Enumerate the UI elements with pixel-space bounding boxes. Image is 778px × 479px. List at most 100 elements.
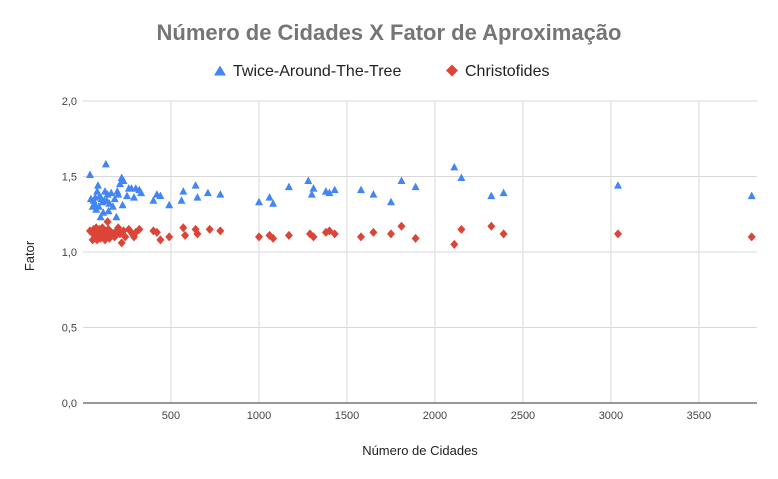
y-axis-ticks: 0,0 0,5 1,0 1,5 2,0 xyxy=(62,96,77,410)
data-point-twice-around-the-tree[interactable] xyxy=(614,181,622,189)
data-point-twice-around-the-tree[interactable] xyxy=(284,182,293,191)
data-point-twice-around-the-tree[interactable] xyxy=(101,159,110,168)
data-point-christofides[interactable] xyxy=(487,221,496,231)
y-tick-label: 1,5 xyxy=(62,172,77,184)
data-point-christofides[interactable] xyxy=(179,223,188,233)
data-point-christofides[interactable] xyxy=(156,235,165,245)
data-point-christofides[interactable] xyxy=(309,232,318,242)
legend-marker-twice-around-the-tree xyxy=(214,65,226,76)
data-point-christofides[interactable] xyxy=(117,238,126,248)
data-point-twice-around-the-tree[interactable] xyxy=(325,188,334,197)
gridlines xyxy=(83,100,757,404)
data-point-christofides[interactable] xyxy=(284,230,293,240)
data-point-christofides[interactable] xyxy=(747,232,756,242)
series-twice-around-the-tree xyxy=(86,159,756,221)
data-point-christofides[interactable] xyxy=(205,224,214,234)
data-point-christofides[interactable] xyxy=(397,221,406,231)
legend: Twice-Around-The-Tree Christofides xyxy=(214,63,549,80)
data-point-twice-around-the-tree[interactable] xyxy=(123,191,131,200)
data-point-twice-around-the-tree[interactable] xyxy=(94,202,103,210)
data-point-twice-around-the-tree[interactable] xyxy=(304,176,313,185)
x-axis-label: Número de Cidades xyxy=(362,443,478,458)
data-point-twice-around-the-tree[interactable] xyxy=(269,199,278,207)
data-point-christofides[interactable] xyxy=(152,227,161,237)
data-point-christofides[interactable] xyxy=(255,232,263,242)
x-tick-label: 2500 xyxy=(511,410,535,422)
data-point-twice-around-the-tree[interactable] xyxy=(96,212,105,221)
data-point-christofides[interactable] xyxy=(330,229,339,239)
chart-title: Número de Cidades X Fator de Aproximação xyxy=(157,20,622,45)
data-point-christofides[interactable] xyxy=(121,232,130,242)
data-point-twice-around-the-tree[interactable] xyxy=(130,193,138,201)
data-point-christofides[interactable] xyxy=(216,226,225,236)
data-point-christofides[interactable] xyxy=(614,229,622,239)
data-point-twice-around-the-tree[interactable] xyxy=(110,194,119,203)
data-point-christofides[interactable] xyxy=(369,227,378,237)
data-point-twice-around-the-tree[interactable] xyxy=(114,190,123,198)
plot-area xyxy=(86,159,756,249)
data-point-twice-around-the-tree[interactable] xyxy=(112,212,121,221)
data-point-twice-around-the-tree[interactable] xyxy=(330,185,339,194)
data-point-twice-around-the-tree[interactable] xyxy=(499,188,508,197)
data-point-twice-around-the-tree[interactable] xyxy=(357,185,365,194)
data-point-twice-around-the-tree[interactable] xyxy=(307,190,316,198)
data-point-christofides[interactable] xyxy=(411,233,420,243)
data-point-twice-around-the-tree[interactable] xyxy=(450,162,459,171)
legend-marker-christofides xyxy=(446,64,458,77)
data-point-twice-around-the-tree[interactable] xyxy=(156,191,165,200)
x-tick-label: 3500 xyxy=(687,410,711,422)
data-point-twice-around-the-tree[interactable] xyxy=(165,200,174,209)
data-point-twice-around-the-tree[interactable] xyxy=(191,181,200,189)
data-point-twice-around-the-tree[interactable] xyxy=(179,187,188,195)
y-tick-label: 0,0 xyxy=(62,398,77,410)
data-point-twice-around-the-tree[interactable] xyxy=(119,176,128,185)
data-point-twice-around-the-tree[interactable] xyxy=(104,206,113,215)
x-tick-label: 500 xyxy=(162,410,180,422)
data-point-twice-around-the-tree[interactable] xyxy=(216,190,225,198)
data-point-twice-around-the-tree[interactable] xyxy=(149,196,158,204)
data-point-twice-around-the-tree[interactable] xyxy=(90,199,99,207)
data-point-twice-around-the-tree[interactable] xyxy=(86,170,94,179)
data-point-christofides[interactable] xyxy=(165,232,174,242)
legend-label-christofides: Christofides xyxy=(465,63,549,80)
data-point-christofides[interactable] xyxy=(103,217,112,227)
data-point-twice-around-the-tree[interactable] xyxy=(487,191,496,200)
data-point-twice-around-the-tree[interactable] xyxy=(411,182,420,191)
data-point-twice-around-the-tree[interactable] xyxy=(309,184,318,192)
legend-item-christofides[interactable]: Christofides xyxy=(446,63,549,80)
x-tick-label: 1000 xyxy=(247,410,271,422)
y-tick-label: 2,0 xyxy=(62,96,77,108)
legend-item-twice-around-the-tree[interactable]: Twice-Around-The-Tree xyxy=(214,63,401,80)
data-point-twice-around-the-tree[interactable] xyxy=(193,193,202,201)
data-point-christofides[interactable] xyxy=(357,232,365,242)
data-point-christofides[interactable] xyxy=(135,224,144,234)
data-point-twice-around-the-tree[interactable] xyxy=(137,188,146,197)
data-point-christofides[interactable] xyxy=(181,230,190,240)
data-point-twice-around-the-tree[interactable] xyxy=(747,191,756,200)
data-point-christofides[interactable] xyxy=(193,229,202,239)
y-axis-label: Fator xyxy=(22,240,37,271)
data-point-twice-around-the-tree[interactable] xyxy=(177,196,186,204)
data-point-christofides[interactable] xyxy=(499,229,508,239)
data-point-twice-around-the-tree[interactable] xyxy=(457,173,466,182)
data-point-christofides[interactable] xyxy=(450,239,459,249)
legend-label-twice-around-the-tree: Twice-Around-The-Tree xyxy=(233,63,401,80)
x-tick-label: 1500 xyxy=(335,410,359,422)
data-point-christofides[interactable] xyxy=(457,224,466,234)
data-point-twice-around-the-tree[interactable] xyxy=(108,202,117,210)
y-tick-label: 0,5 xyxy=(62,323,77,335)
data-point-twice-around-the-tree[interactable] xyxy=(107,188,116,197)
data-point-twice-around-the-tree[interactable] xyxy=(397,176,406,185)
series-christofides xyxy=(86,217,756,249)
data-point-twice-around-the-tree[interactable] xyxy=(265,193,274,201)
data-point-twice-around-the-tree[interactable] xyxy=(118,200,127,209)
data-point-christofides[interactable] xyxy=(387,229,395,239)
data-point-twice-around-the-tree[interactable] xyxy=(255,197,263,206)
data-point-twice-around-the-tree[interactable] xyxy=(94,181,102,189)
data-point-twice-around-the-tree[interactable] xyxy=(369,190,378,198)
data-point-twice-around-the-tree[interactable] xyxy=(203,188,212,197)
data-point-twice-around-the-tree[interactable] xyxy=(387,197,395,206)
data-point-christofides[interactable] xyxy=(269,233,278,243)
data-point-twice-around-the-tree[interactable] xyxy=(105,199,114,207)
